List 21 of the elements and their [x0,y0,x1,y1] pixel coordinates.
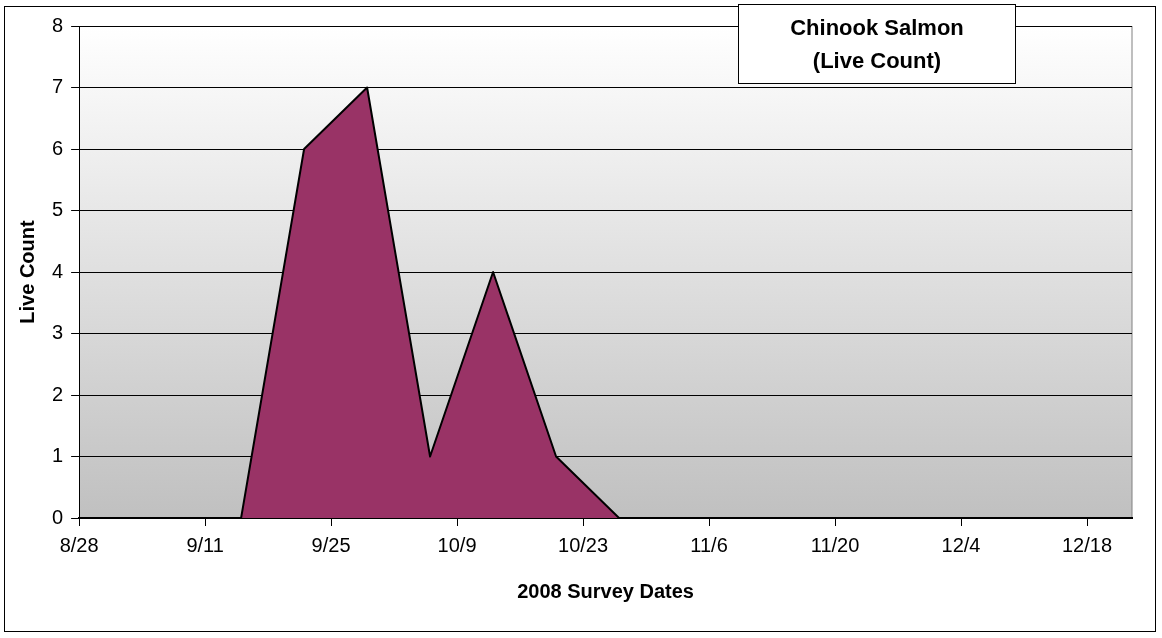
y-tick-label: 1 [52,444,64,467]
y-tick-label: 3 [52,321,64,344]
x-tick-label: 11/20 [810,533,860,556]
y-tick-label: 8 [52,13,64,36]
y-tick-label: 0 [52,505,64,528]
x-tick-label: 10/9 [437,533,477,556]
x-tick-label: 9/25 [311,533,351,556]
y-tick-label: 6 [52,136,64,159]
y-tick-label: 5 [52,198,64,221]
x-tick-label: 12/4 [941,533,981,556]
title-box: Chinook Salmon (Live Count) [738,4,1016,84]
y-axis-title: Live Count [15,220,38,324]
y-tick-label: 4 [52,259,64,282]
x-axis-title: 2008 Survey Dates [517,579,694,602]
x-tick-label: 9/11 [186,533,224,556]
y-tick-label: 7 [52,75,64,98]
x-tick-label: 10/23 [558,533,609,556]
x-tick-label: 8/28 [59,533,99,556]
y-tick-label: 2 [52,382,64,405]
x-tick-label: 12/18 [1061,533,1113,556]
x-tick-label: 11/6 [690,533,728,556]
